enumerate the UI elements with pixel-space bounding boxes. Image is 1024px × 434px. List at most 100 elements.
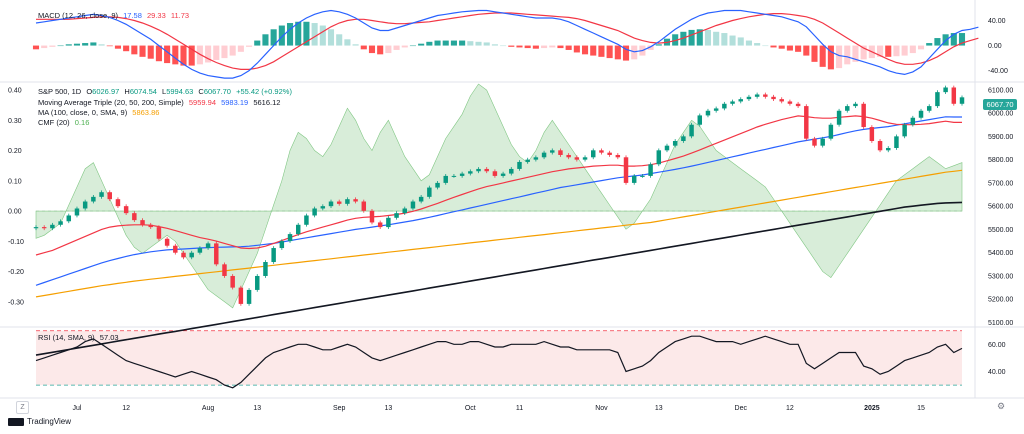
ma100-value: 5863.86 [132, 108, 160, 117]
candle-body [222, 264, 227, 276]
x-tick-label: 12 [122, 405, 130, 412]
candle-body [648, 164, 653, 176]
macd-histogram-bar [958, 33, 966, 46]
macd-histogram-bar [483, 42, 490, 46]
macd-histogram-bar [344, 39, 351, 46]
macd-histogram-bar [795, 45, 802, 52]
candle-body [566, 154, 571, 158]
macd-histogram-bar [590, 45, 597, 56]
candle-body [820, 138, 825, 146]
x-tick-label: 2025 [864, 405, 880, 412]
macd-histogram-bar [180, 45, 187, 66]
macd-histogram-bar [188, 45, 195, 66]
macd-histogram-bar [426, 41, 433, 46]
macd-histogram-bar [786, 45, 793, 51]
macd-histogram-bar [319, 25, 326, 46]
macd-histogram-bar [90, 42, 97, 46]
candle-body [443, 175, 448, 183]
macd-histogram-bar [139, 45, 146, 57]
macd-histogram-bar [123, 45, 130, 52]
price-tick-label: 5500.00 [988, 227, 1013, 234]
price-tick-label: 6000.00 [988, 111, 1013, 118]
macd-histogram-bar [713, 31, 720, 46]
cmf-tick-label: 0.30 [8, 118, 22, 125]
macd-histogram-bar [917, 45, 925, 50]
candle-body [886, 147, 891, 151]
macd-histogram-bar [106, 45, 113, 47]
macd-histogram-bar [418, 43, 425, 46]
candle-body [427, 187, 432, 197]
cmf-value: 0.16 [74, 118, 90, 127]
cmf-tick-label: 0.20 [8, 148, 22, 155]
candle-body [230, 275, 235, 288]
macd-histogram-bar [811, 45, 818, 62]
macd-histogram-bar [737, 37, 744, 46]
x-tick-label: Aug [202, 405, 215, 412]
macd-histogram-bar [877, 45, 884, 57]
candle-body [943, 87, 948, 93]
macd-histogram-bar [65, 44, 72, 46]
candle-body [377, 222, 383, 228]
candle-body [214, 243, 219, 265]
candle-body [869, 127, 875, 142]
macd-histogram-bar [581, 45, 589, 55]
macd-histogram-bar [147, 45, 154, 59]
macd-histogram-bar [213, 45, 220, 60]
macd-histogram-bar [852, 45, 859, 62]
ma50-value: 5983.19 [221, 98, 249, 107]
macd-histogram-bar [73, 43, 81, 46]
timezone-button[interactable]: Z [16, 401, 29, 414]
candle-body [164, 238, 170, 246]
candle-body [861, 103, 866, 128]
candle-body [951, 87, 957, 104]
candle-body [476, 168, 481, 172]
candle-body [435, 182, 440, 188]
macd-histogram-bar [254, 40, 261, 46]
macd-histogram-bar [622, 45, 630, 61]
macd-histogram-bar [672, 34, 679, 46]
candle-body [591, 150, 596, 158]
macd-histogram-bar [909, 45, 916, 54]
macd-tick-label: 0.00 [988, 43, 1002, 50]
cmf-tick-label: -0.20 [8, 269, 24, 276]
candle-body [681, 136, 686, 142]
candle-body [533, 157, 539, 160]
macd-histogram-bar [237, 45, 244, 52]
candle-body [410, 201, 416, 209]
ma200-line [35, 201, 963, 356]
candle-body [173, 245, 178, 253]
macd-histogram-bar [360, 45, 367, 50]
candle-body [451, 175, 457, 177]
macd-histogram-bar [745, 40, 752, 46]
candle-body [722, 103, 727, 109]
cmf-tick-label: 0.10 [8, 178, 22, 185]
candle-body [386, 217, 391, 228]
candle-body [574, 157, 580, 160]
macd-histogram-bar [754, 43, 761, 46]
macd-histogram-bar [229, 45, 236, 56]
candle-body [263, 262, 268, 276]
macd-histogram-bar [573, 45, 580, 53]
macd-histogram-bar [532, 45, 539, 49]
macd-histogram-bar [475, 41, 482, 46]
candle-body [459, 173, 465, 176]
candle-body [345, 199, 350, 204]
gear-icon[interactable]: ⚙ [997, 401, 1006, 411]
candle-body [132, 213, 137, 221]
price-tick-label: 5600.00 [988, 204, 1013, 211]
macd-histogram-bar [778, 45, 785, 49]
macd-line [35, 9, 979, 79]
macd-histogram-bar [827, 45, 834, 70]
candle-body [615, 154, 621, 158]
macd-histogram-bar [696, 29, 703, 46]
candle-body [82, 201, 88, 209]
macd-histogram-bar [246, 45, 253, 47]
candle-body [361, 201, 367, 211]
macd-histogram-bar [770, 45, 777, 48]
price-tick-label: 5100.00 [988, 320, 1013, 327]
macd-histogram-bar [647, 45, 654, 50]
cmf-legend: CMF (20) 0.16 [38, 118, 90, 127]
macd-histogram-bar [557, 45, 564, 49]
macd-histogram-bar [352, 44, 359, 46]
